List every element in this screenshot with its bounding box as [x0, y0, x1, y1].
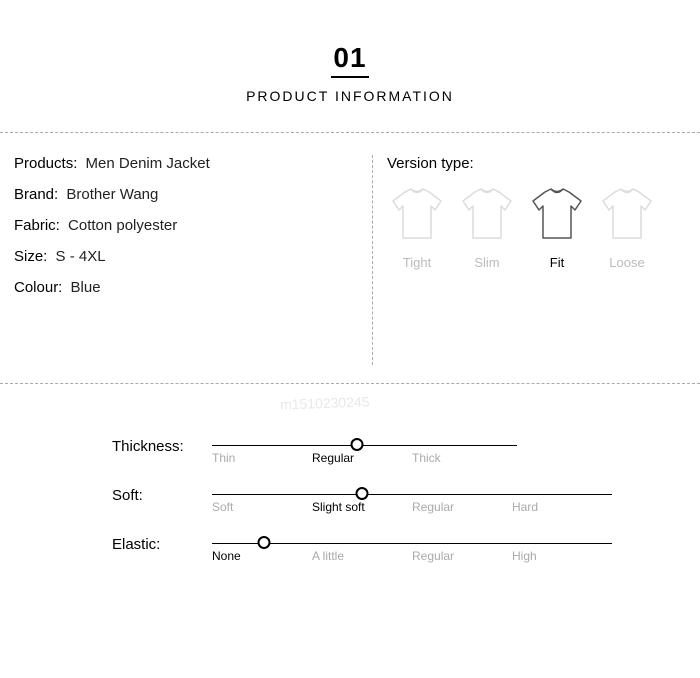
- scale-row-soft: Soft:SoftSlight softRegularHard: [112, 487, 700, 514]
- scale-tick: None: [212, 549, 312, 563]
- version-option-label: Fit: [527, 255, 587, 270]
- detail-row-products: Products: Men Denim Jacket: [14, 155, 362, 172]
- detail-value: Men Denim Jacket: [86, 155, 210, 172]
- version-option: Loose: [597, 186, 657, 270]
- detail-row-colour: Colour: Blue: [14, 279, 362, 296]
- detail-row-fabric: Fabric: Cotton polyester: [14, 217, 362, 234]
- scale-tick: High: [512, 549, 612, 563]
- scale-line: [212, 445, 517, 446]
- version-option: Fit: [527, 186, 587, 270]
- scale-label: Thickness:: [112, 438, 212, 455]
- sequence-underline: [331, 76, 369, 78]
- scale-label: Elastic:: [112, 536, 212, 553]
- watermark: m1510230245: [280, 393, 370, 412]
- version-option-label: Tight: [387, 255, 447, 270]
- scale-tick: A little: [312, 549, 412, 563]
- scale-tick: Slight soft: [312, 500, 412, 514]
- detail-label: Size:: [14, 248, 47, 265]
- scale-track: ThinRegularThick: [212, 438, 517, 465]
- scale-knob: [351, 438, 364, 451]
- tshirt-icon: [457, 186, 517, 244]
- page-title: PRODUCT INFORMATION: [0, 88, 700, 104]
- sequence-number: 01: [0, 42, 700, 74]
- scale-knob: [356, 487, 369, 500]
- detail-label: Products:: [14, 155, 77, 172]
- scale-line: [212, 543, 612, 544]
- scale-tick: Thin: [212, 451, 312, 465]
- scale-tick: Regular: [312, 451, 412, 465]
- scale-ticks: NoneA littleRegularHigh: [212, 549, 612, 563]
- scale-tick: Thick: [412, 451, 512, 465]
- scale-tick: Regular: [412, 500, 512, 514]
- scale-tick: Soft: [212, 500, 312, 514]
- detail-row-brand: Brand: Brother Wang: [14, 186, 362, 203]
- tshirt-icon: [527, 186, 587, 244]
- version-option-label: Loose: [597, 255, 657, 270]
- version-type-label: Version type:: [387, 155, 692, 172]
- scale-line: [212, 494, 612, 495]
- version-option: Slim: [457, 186, 517, 270]
- version-panel: Version type: Tight Slim Fit Loose: [387, 155, 692, 365]
- scale-row-elastic: Elastic:NoneA littleRegularHigh: [112, 536, 700, 563]
- scale-tick: Regular: [412, 549, 512, 563]
- version-options: Tight Slim Fit Loose: [387, 186, 692, 270]
- scale-track: NoneA littleRegularHigh: [212, 536, 612, 563]
- scales-section: Thickness:ThinRegularThickSoft:SoftSligh…: [0, 438, 700, 563]
- detail-value: Cotton polyester: [68, 217, 177, 234]
- detail-label: Colour:: [14, 279, 62, 296]
- main-content: Products: Men Denim Jacket Brand: Brothe…: [0, 133, 700, 365]
- version-option: Tight: [387, 186, 447, 270]
- scale-ticks: ThinRegularThick: [212, 451, 517, 465]
- scale-track: SoftSlight softRegularHard: [212, 487, 612, 514]
- detail-value: Brother Wang: [66, 186, 158, 203]
- vertical-divider: [372, 155, 373, 365]
- detail-row-size: Size: S - 4XL: [14, 248, 362, 265]
- version-option-label: Slim: [457, 255, 517, 270]
- detail-value: S - 4XL: [56, 248, 106, 265]
- details-panel: Products: Men Denim Jacket Brand: Brothe…: [8, 155, 372, 365]
- scale-tick: Hard: [512, 500, 612, 514]
- scale-knob: [258, 536, 271, 549]
- tshirt-icon: [597, 186, 657, 244]
- detail-label: Brand:: [14, 186, 58, 203]
- detail-value: Blue: [71, 279, 101, 296]
- divider-bottom: [0, 383, 700, 384]
- scale-ticks: SoftSlight softRegularHard: [212, 500, 612, 514]
- tshirt-icon: [387, 186, 447, 244]
- scale-row-thickness: Thickness:ThinRegularThick: [112, 438, 700, 465]
- scale-label: Soft:: [112, 487, 212, 504]
- detail-label: Fabric:: [14, 217, 60, 234]
